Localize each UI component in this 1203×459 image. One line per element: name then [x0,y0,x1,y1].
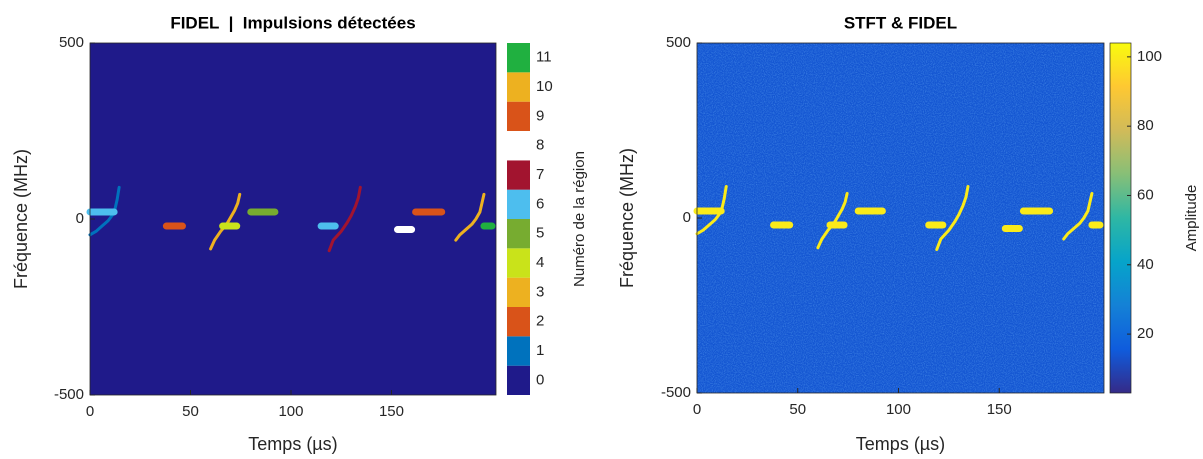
pulse [209,192,242,251]
colorbar-cell [507,131,530,161]
chart-title: FIDEL | Impulsions détectées [170,13,415,32]
colorbar-cell [507,336,530,366]
x-tick-label: 0 [693,401,701,418]
y-tick-label: -500 [661,384,691,401]
pulse [327,185,362,253]
y-tick-label: 0 [76,210,84,227]
pulse [935,185,970,251]
x-tick-label: 100 [278,403,303,420]
colorbar-cell [507,72,530,102]
colorbar-tick-label: 6 [536,195,544,212]
colorbar-tick-label: 8 [536,137,544,154]
colorbar-cell [507,219,530,249]
x-tick-label: 150 [379,403,404,420]
colorbar-tick-label: 0 [536,371,544,388]
colorbar-tick-label: 10 [536,78,553,95]
colorbar-cell [507,365,530,395]
pulse [88,185,121,237]
y-tick-label: 500 [666,34,691,51]
colorbar-tick-label: 5 [536,225,544,242]
colorbar-tick-label: 4 [536,254,544,271]
colorbar-tick-label: 1 [536,342,544,359]
colorbar-tick-label: 80 [1137,117,1154,134]
pulse [1062,192,1094,241]
pulse [695,185,728,236]
colorbar [1109,42,1132,394]
colorbar-cell [507,248,530,278]
colorbar-tick-label: 40 [1137,256,1154,273]
x-tick-label: 50 [789,401,806,418]
colorbar-tick-label: 2 [536,313,544,330]
colorbar-tick-label: 7 [536,166,544,183]
noise-texture [697,43,1104,393]
pulse [454,192,486,242]
background [90,43,496,395]
colorbar-tick-label: 3 [536,283,544,300]
colorbar-cell [507,277,530,307]
colorbar-tick-label: 60 [1137,186,1154,203]
colorbar-label: Amplitude [1183,185,1200,252]
colorbar-tick-label: 11 [536,49,552,66]
x-axis-label: Temps (µs) [856,434,945,454]
y-tick-label: -500 [54,386,84,403]
colorbar-cell [507,189,530,219]
x-tick-label: 150 [987,401,1012,418]
y-tick-label: 500 [59,34,84,51]
colorbar-tick-label: 9 [536,107,544,124]
pulse [816,192,849,250]
colorbar-cell [507,160,530,190]
colorbar-cell [507,307,530,337]
chart-title: STFT & FIDEL [844,13,957,32]
colorbar-cell [507,101,530,131]
x-tick-label: 0 [86,403,94,420]
colorbar-label: Numéro de la région [571,151,588,287]
x-axis-label: Temps (µs) [248,434,337,454]
colorbar-cell [507,43,530,73]
colorbar-tick-label: 20 [1137,325,1154,342]
colorbar-tick-label: 100 [1137,48,1162,65]
x-tick-label: 50 [182,403,199,420]
x-tick-label: 100 [886,401,911,418]
y-axis-label: Fréquence (MHz) [11,149,31,289]
y-tick-label: 0 [683,209,691,226]
y-axis-label: Fréquence (MHz) [617,148,637,288]
